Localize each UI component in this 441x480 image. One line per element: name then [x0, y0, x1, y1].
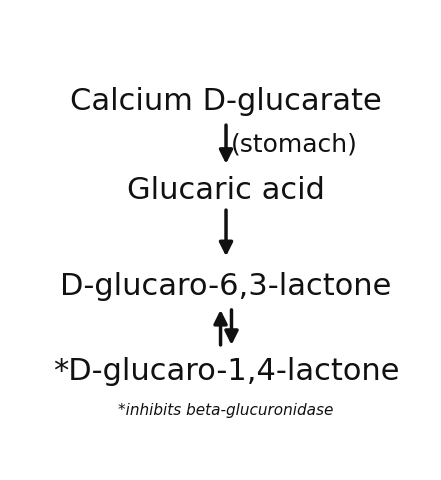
Text: Glucaric acid: Glucaric acid: [127, 176, 325, 205]
Text: Calcium D-glucarate: Calcium D-glucarate: [70, 87, 382, 117]
Text: *D-glucaro-1,4-lactone: *D-glucaro-1,4-lactone: [53, 357, 399, 386]
Text: D-glucaro-6,3-lactone: D-glucaro-6,3-lactone: [60, 272, 392, 301]
Text: (stomach): (stomach): [231, 132, 358, 156]
Text: *inhibits beta-glucuronidase: *inhibits beta-glucuronidase: [118, 403, 334, 418]
